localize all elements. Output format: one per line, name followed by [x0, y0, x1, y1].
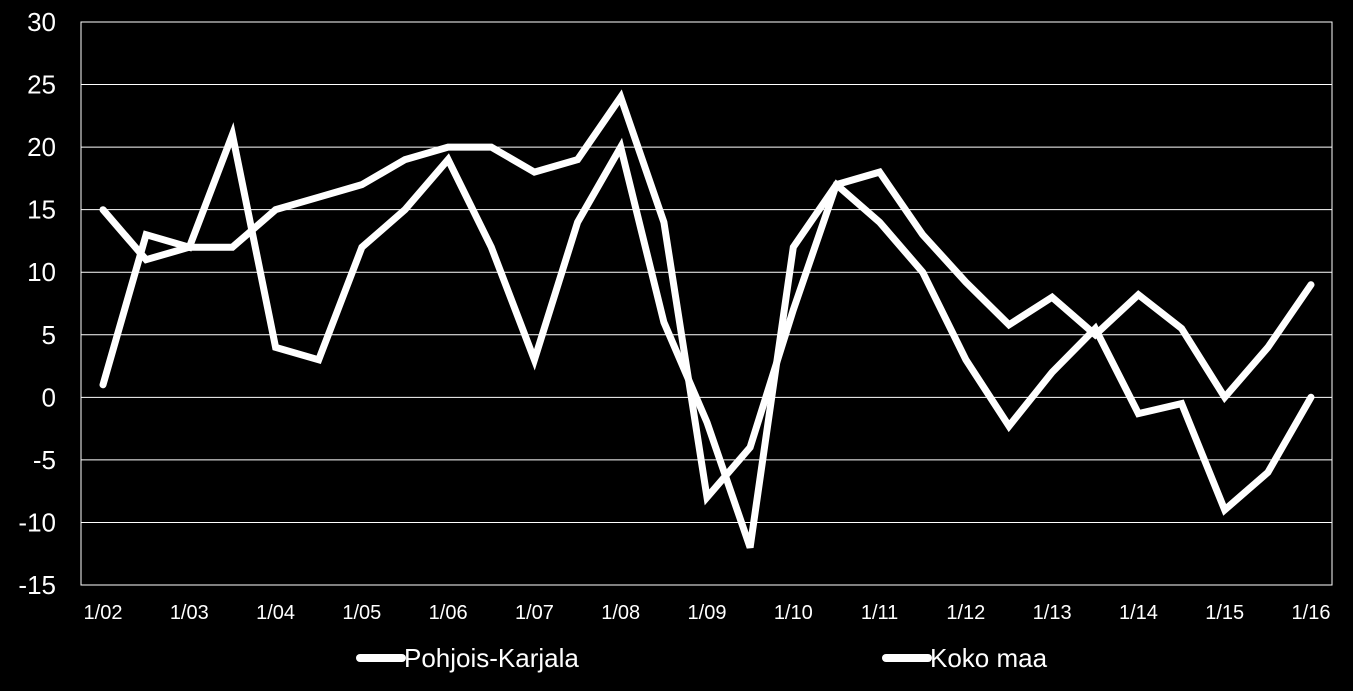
gridlines [81, 84, 1332, 523]
x-tick-label: 1/12 [946, 602, 985, 624]
y-tick-label: 15 [27, 195, 56, 225]
y-tick-label: -10 [18, 507, 56, 537]
x-axis-ticks: 1/02 1/03 1/04 1/05 1/06 1/07 1/08 1/09 1/10 1/11… [84, 602, 1331, 624]
legend-label-koko-maa: Koko maa [930, 643, 1048, 673]
x-tick-label: 1/08 [601, 602, 640, 624]
x-tick-label: 1/07 [515, 602, 554, 624]
y-axis-ticks: 30 25 20 15 10 5 0 -5 -10 -15 [18, 7, 56, 600]
x-tick-label: 1/05 [342, 602, 381, 624]
x-tick-label: 1/13 [1033, 602, 1072, 624]
x-tick-label: 1/11 [861, 602, 898, 624]
y-tick-label: 20 [27, 132, 56, 162]
x-tick-label: 1/14 [1119, 602, 1158, 624]
y-tick-label: 25 [27, 70, 56, 100]
series-line-koko-maa [99, 89, 1315, 506]
y-tick-label: -5 [33, 445, 56, 475]
legend-label-pohjois-karjala: Pohjois-Karjala [404, 643, 579, 673]
y-tick-label: 10 [27, 257, 56, 287]
legend: Pohjois-Karjala Koko maa [356, 643, 1048, 673]
x-tick-label: 1/04 [256, 602, 295, 624]
series-line-pohjois-karjala [99, 122, 1315, 549]
y-tick-label: 30 [27, 7, 56, 37]
x-tick-label: 1/10 [774, 602, 813, 624]
x-tick-label: 1/02 [84, 602, 123, 624]
x-tick-label: 1/16 [1292, 602, 1331, 624]
y-tick-label: 0 [42, 382, 56, 412]
x-tick-label: 1/06 [429, 602, 468, 624]
x-tick-label: 1/09 [688, 602, 727, 624]
x-tick-label: 1/15 [1205, 602, 1244, 624]
series-lines [99, 89, 1315, 549]
y-tick-label: -15 [18, 570, 56, 600]
y-tick-label: 5 [42, 320, 56, 350]
x-tick-label: 1/03 [170, 602, 209, 624]
